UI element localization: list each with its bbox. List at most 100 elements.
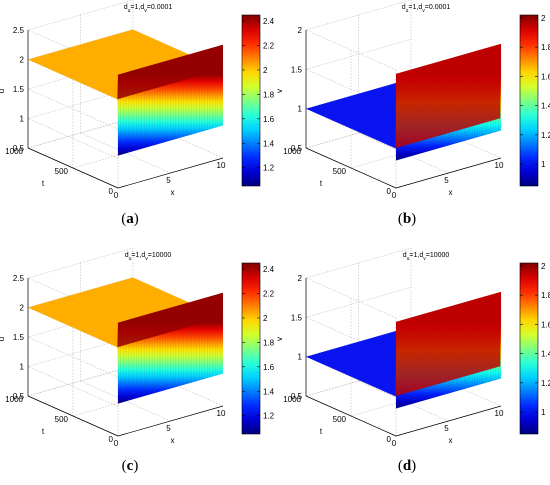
colorbar [241,262,261,435]
t-tick-label: 1000 [5,395,23,404]
panel-title: du=1,dv=0.0001 [402,4,451,14]
colorbar-tick-label: 1.8 [263,90,275,99]
colorbar-tick-label: 1.4 [541,102,550,111]
z-tick-label: 2 [298,26,303,35]
z-tick-label: 1.5 [13,333,25,342]
colorbar-tick-label: 1 [541,160,546,169]
colorbar-tick-label: 2.4 [263,265,275,274]
colorbar-tick-label: 1.4 [263,387,275,396]
t-axis-label: t [320,179,323,188]
x-axis-label: x [449,188,453,197]
x-tick-label: 10 [495,161,504,170]
colorbar-tick-label: 1.6 [263,115,275,124]
z-tick-label: 1 [298,353,303,362]
colorbar-tick-label: 1 [541,408,546,417]
x-tick-label: 0 [392,439,397,448]
colorbar-tick-label: 2 [541,14,546,23]
z-tick-label: 1.5 [291,313,303,322]
z-axis-label: u [0,337,6,341]
z-tick-label: 0.5 [13,144,25,153]
x-tick-label: 5 [444,424,449,433]
colorbar-tick-label: 1.6 [541,72,550,81]
x-tick-label: 0 [114,191,119,200]
colorbar [241,14,261,187]
t-tick-label: 1000 [283,395,301,404]
colorbar-tick-label: 2.4 [263,17,275,26]
axes [27,278,224,437]
t-tick-label: 1000 [5,147,23,156]
colorbar-tick-label: 1.8 [263,338,275,347]
z-tick-label: 0.5 [291,144,303,153]
z-tick-label: 1.5 [291,65,303,74]
colorbar-tick-label: 1.4 [263,139,275,148]
panel-caption: (b) [398,211,416,227]
colorbar-tick-label: 2.2 [263,290,275,299]
surface-edge [395,43,501,149]
colorbar-tick-label: 1.2 [263,412,275,421]
colorbar-tick-label: 1.6 [263,363,275,372]
axes [305,30,502,189]
panel-caption: (a) [121,211,139,227]
colorbar-tick-label: 1.8 [541,43,550,52]
t-axis-label: t [320,427,323,436]
panel-title: du=1,dv=10000 [403,252,450,262]
colorbar [519,14,539,187]
colorbar-tick-label: 1.2 [541,131,550,140]
t-tick-label: 0 [109,187,114,196]
x-tick-label: 5 [166,176,171,185]
panel-caption: (c) [122,458,139,474]
z-tick-label: 2 [20,56,25,65]
z-tick-label: 0.5 [291,392,303,401]
panel-caption: (d) [398,458,416,474]
surface-edge [117,292,223,348]
panel-a: 0 5 10 0 500 10000.5 1 1.5 2 2.5 x t u du=1,dv=0.0001… [0,0,275,227]
x-tick-label: 0 [114,439,119,448]
t-tick-label: 0 [109,435,114,444]
colorbar-tick-label: 1.4 [541,350,550,359]
z-axis-label: v [275,89,284,93]
x-tick-label: 5 [444,176,449,185]
t-axis-label: t [42,179,45,188]
wall-mesh [117,44,224,156]
colorbar-tick-label: 2 [541,262,546,271]
panel-c: 0 5 10 0 500 10000.5 1 1.5 2 2.5 x t u du=1,dv=10000 1… [0,247,275,474]
z-tick-label: 2.5 [13,26,25,35]
x-axis-label: x [449,436,453,445]
panel-b: 0 5 10 0 500 10000.5 1 1.5 2 x t v du=1,dv=0.0001 1 1.… [275,0,550,227]
z-tick-label: 0.5 [13,392,25,401]
z-axis-label: v [275,337,284,341]
z-tick-label: 2 [20,304,25,313]
t-tick-label: 500 [55,415,69,424]
colorbar-tick-label: 1.2 [263,164,275,173]
panel-title: du=1,dv=10000 [125,252,172,262]
t-tick-label: 0 [387,187,392,196]
z-axis-label: u [0,89,6,93]
colorbar-tick-label: 2.2 [263,42,275,51]
x-tick-label: 5 [166,424,171,433]
z-tick-label: 1 [298,105,303,114]
x-tick-label: 10 [217,161,226,170]
t-tick-label: 1000 [283,147,301,156]
z-tick-label: 1 [20,115,25,124]
x-axis-label: x [171,188,175,197]
axes [305,278,502,437]
x-tick-label: 10 [217,409,226,418]
x-axis-label: x [171,436,175,445]
colorbar-tick-label: 1.2 [541,379,550,388]
x-tick-label: 0 [392,191,397,200]
surface-edge [395,291,501,397]
colorbar-tick-label: 1.8 [541,291,550,300]
t-tick-label: 500 [333,167,347,176]
t-tick-label: 0 [387,435,392,444]
z-tick-label: 1 [20,363,25,372]
t-tick-label: 500 [333,415,347,424]
panel-d: 0 5 10 0 500 10000.5 1 1.5 2 x t v du=1,dv=10000 1 1.2… [275,247,550,474]
t-tick-label: 500 [55,167,69,176]
z-tick-label: 2 [298,274,303,283]
colorbar-tick-label: 1.6 [541,320,550,329]
colorbar [519,262,539,435]
surface-edge [117,44,223,100]
axes [27,30,224,189]
z-tick-label: 2.5 [13,274,25,283]
